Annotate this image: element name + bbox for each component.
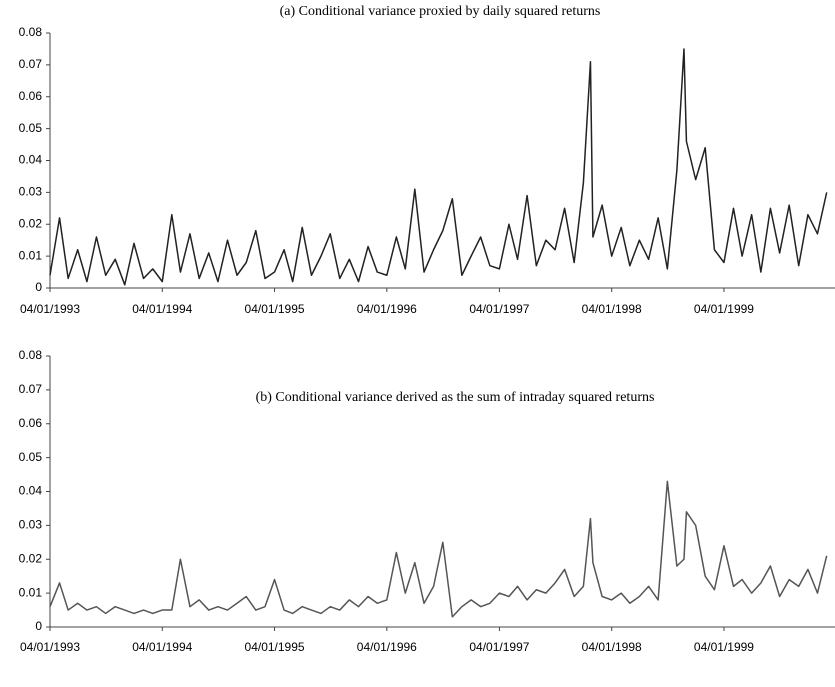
x-tick-label: 04/01/1999 [694,640,754,654]
y-tick-label: 0.08 [19,25,43,39]
y-tick-label: 0.07 [19,382,43,396]
series-line [49,480,828,618]
chart-title: (b) Conditional variance derived as the … [256,390,655,405]
x-tick-label: 04/01/1993 [20,302,80,316]
y-tick-label: 0.03 [19,518,43,532]
x-tick-label: 04/01/1993 [20,640,80,654]
series-line [49,48,828,286]
y-tick-label: 0.06 [19,416,43,430]
y-tick-label: 0.03 [19,185,43,199]
y-tick-label: 0.02 [19,216,43,230]
y-tick-label: 0.05 [19,450,43,464]
y-tick-label: 0.01 [19,248,43,262]
x-tick-label: 04/01/1998 [582,640,642,654]
y-tick-label: 0.06 [19,89,43,103]
y-tick-label: 0.01 [19,585,43,599]
x-tick-label: 04/01/1995 [245,302,305,316]
y-tick-label: 0.04 [19,153,43,167]
x-tick-label: 04/01/1996 [357,302,417,316]
x-tick-label: 04/01/1994 [132,640,192,654]
x-tick-label: 04/01/1997 [469,640,529,654]
x-tick-label: 04/01/1997 [469,302,529,316]
y-tick-label: 0.07 [19,57,43,71]
y-tick-label: 0.05 [19,121,43,135]
x-tick-label: 04/01/1998 [582,302,642,316]
chart-title: (a) Conditional variance proxied by dail… [280,4,601,19]
y-tick-label: 0.08 [19,348,43,362]
y-tick-label: 0.04 [19,484,43,498]
y-tick-label: 0 [35,619,42,633]
y-tick-label: 0.02 [19,551,43,565]
x-tick-label: 04/01/1994 [132,302,192,316]
x-tick-label: 04/01/1999 [694,302,754,316]
y-tick-label: 0 [35,280,42,294]
x-tick-label: 04/01/1995 [245,640,305,654]
x-tick-label: 04/01/1996 [357,640,417,654]
